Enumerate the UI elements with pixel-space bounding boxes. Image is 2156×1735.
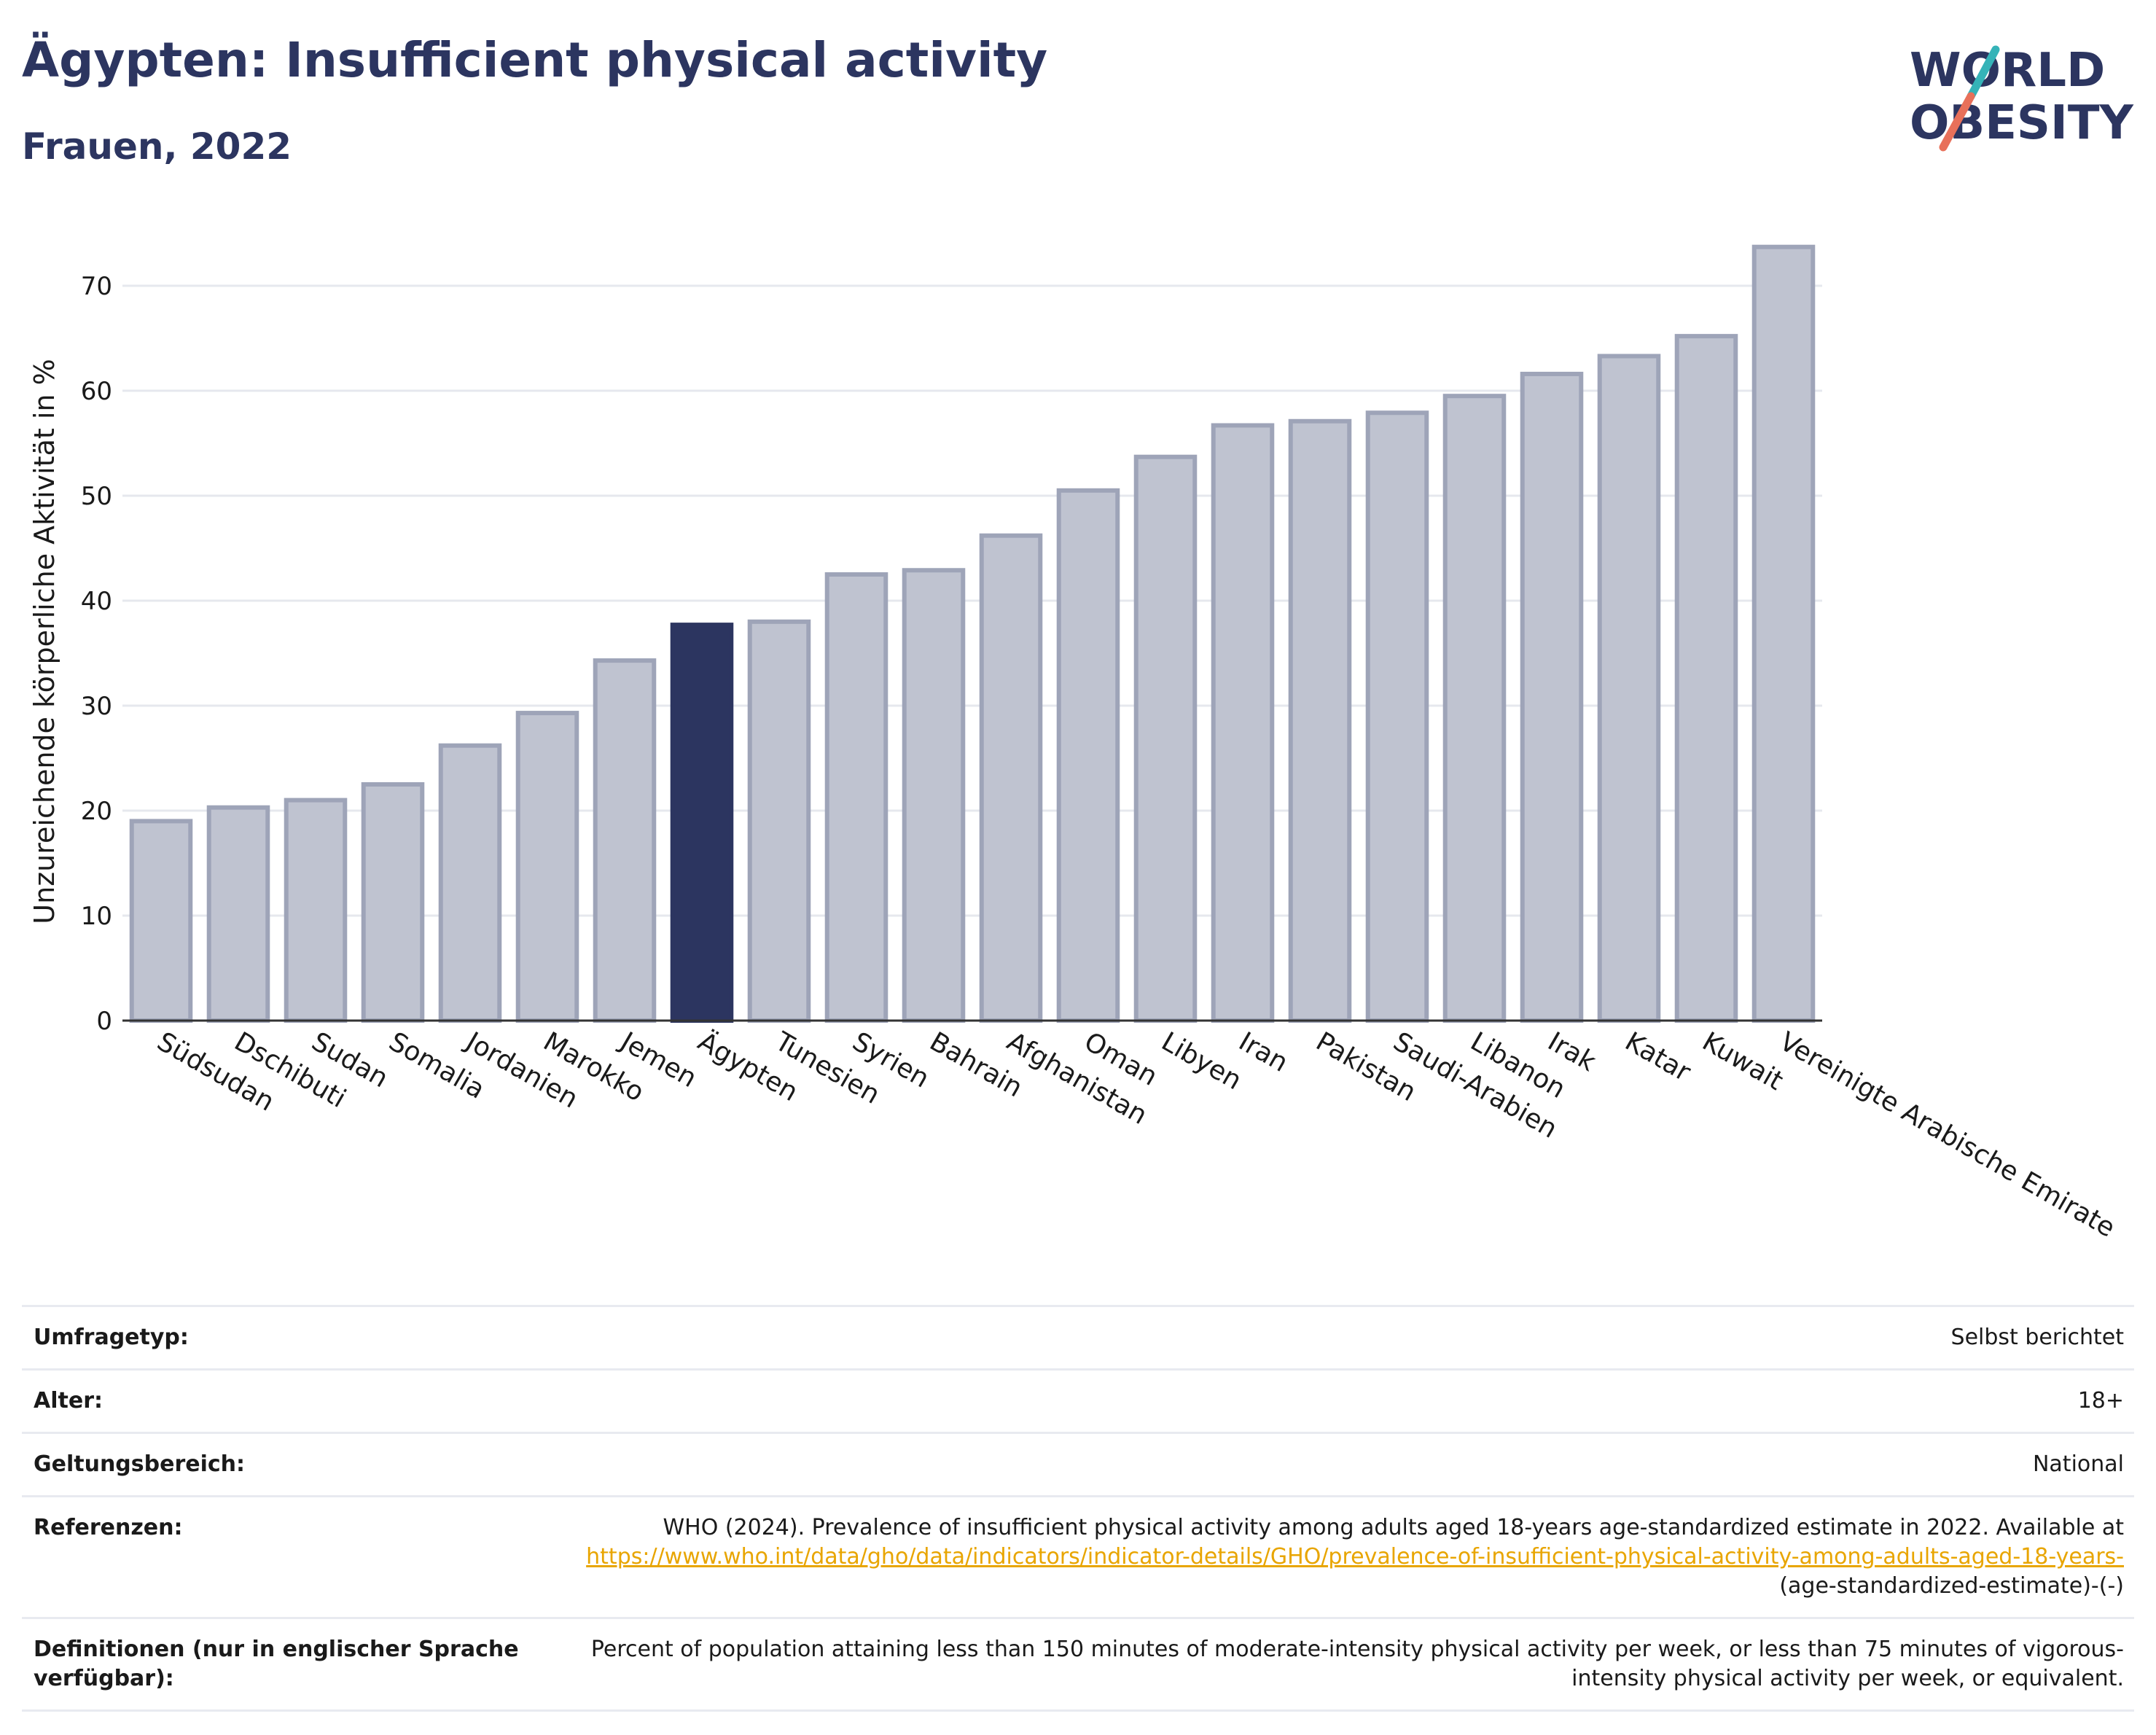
survey-label: Umfragetyp: — [34, 1325, 189, 1350]
bar — [284, 798, 348, 1023]
bar — [1133, 454, 1198, 1024]
bar — [1288, 418, 1352, 1023]
definitions-value: Percent of population attaining less tha… — [590, 1637, 2124, 1691]
y-tick-label: 60 — [81, 377, 112, 406]
y-tick-label: 20 — [81, 797, 112, 826]
y-tick-label: 30 — [81, 692, 112, 721]
definitions-label: Definitionen (nur in englischer Sprache … — [34, 1637, 519, 1691]
references-value: WHO (2024). Prevalence of insufficient p… — [558, 1513, 2124, 1601]
world-obesity-logo: WORLD OBESITY — [1910, 44, 2133, 152]
references-link[interactable]: https://www.who.int/data/gho/data/indica… — [586, 1544, 2124, 1570]
references-label: Referenzen: — [34, 1515, 183, 1540]
x-tick-label: Kuwait — [1698, 1026, 1789, 1096]
bar — [206, 805, 270, 1023]
bar — [1442, 394, 1507, 1023]
bar — [515, 711, 579, 1024]
meta-row-references: Referenzen: WHO (2024). Prevalence of in… — [22, 1495, 2134, 1617]
references-suffix: (age-standardized-estimate)-(-) — [1779, 1573, 2124, 1599]
bar — [1365, 410, 1429, 1023]
bar — [979, 533, 1043, 1024]
bar — [593, 658, 657, 1024]
y-tick-label: 70 — [81, 272, 112, 301]
age-label: Alter: — [34, 1388, 103, 1414]
bar — [1674, 334, 1738, 1023]
bar-highlight — [670, 623, 734, 1023]
meta-row-definitions: Definitionen (nur in englischer Sprache … — [22, 1617, 2134, 1712]
survey-value: Selbst berichtet — [1950, 1325, 2124, 1350]
bar — [1211, 423, 1275, 1023]
bar — [1056, 488, 1120, 1023]
bar — [129, 819, 193, 1024]
x-tick-label: Libyen — [1157, 1026, 1247, 1096]
y-tick-label: 40 — [81, 587, 112, 616]
scope-value: National — [2032, 1451, 2124, 1477]
bar — [1751, 244, 1816, 1024]
y-axis-label: Unzureichende körperliche Aktivität in % — [28, 359, 60, 924]
x-tick-label: Katar — [1620, 1026, 1696, 1088]
bar — [747, 619, 811, 1023]
x-tick-label: Vereinigte Arabische Emirate — [1775, 1026, 2120, 1243]
meta-row-scope: Geltungsbereich: National — [22, 1432, 2134, 1495]
bar — [1597, 354, 1661, 1024]
bar — [1520, 371, 1584, 1023]
y-tick-label: 50 — [81, 482, 112, 511]
meta-row-age: Alter: 18+ — [22, 1368, 2134, 1432]
bar — [824, 572, 888, 1023]
scope-label: Geltungsbereich: — [34, 1451, 246, 1477]
bar — [902, 568, 966, 1023]
age-value: 18+ — [2077, 1388, 2124, 1414]
page-subtitle: Frauen, 2022 — [22, 125, 292, 168]
page-title: Ägypten: Insufficient physical activity — [22, 32, 1048, 88]
y-tick-label: 10 — [81, 902, 112, 931]
bar — [438, 743, 502, 1023]
bar — [361, 782, 425, 1023]
logo-text-line1: WORLD — [1910, 44, 2105, 98]
y-tick-label: 0 — [96, 1007, 112, 1036]
meta-row-survey: Umfragetyp: Selbst berichtet — [22, 1305, 2134, 1368]
references-text: WHO (2024). Prevalence of insufficient p… — [663, 1515, 2124, 1540]
metadata-table: Umfragetyp: Selbst berichtet Alter: 18+ … — [22, 1305, 2134, 1712]
